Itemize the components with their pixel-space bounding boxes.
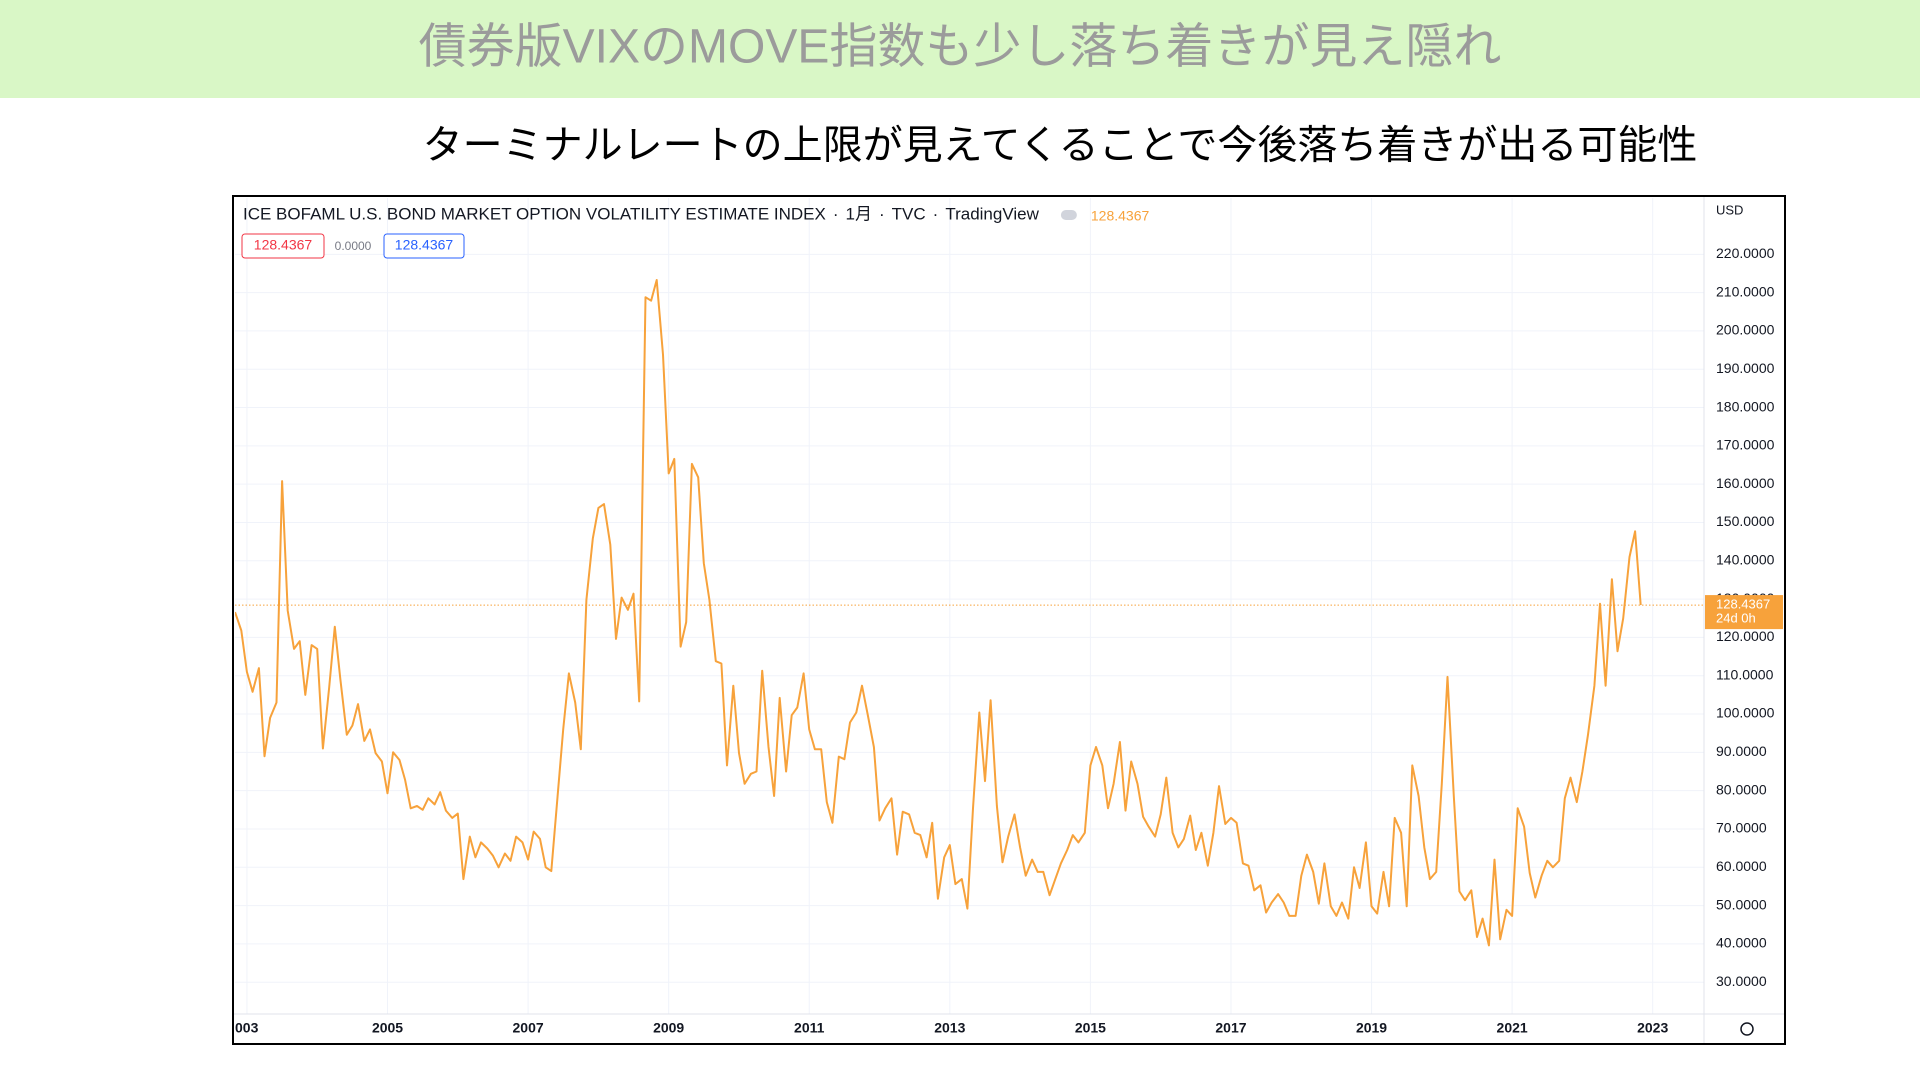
- y-tick-label: 210.0000: [1716, 283, 1775, 299]
- exchange: TVC: [892, 204, 926, 223]
- title-banner: [0, 0, 1920, 98]
- x-tick-label: 2011: [794, 1020, 825, 1036]
- source: TradingView: [945, 204, 1039, 223]
- x-tick-label: 2023: [1637, 1020, 1668, 1036]
- legend-value: 128.4367: [395, 237, 454, 253]
- status-pill: [1060, 210, 1077, 220]
- y-tick-label: 70.0000: [1716, 820, 1767, 836]
- y-tick-label: 80.0000: [1716, 781, 1767, 797]
- y-tick-label: 100.0000: [1716, 705, 1775, 721]
- interval: 1月: [846, 204, 872, 223]
- x-tick-label: 2005: [372, 1020, 403, 1036]
- y-tick-label: 200.0000: [1716, 322, 1775, 338]
- y-tick-label: 160.0000: [1716, 475, 1775, 491]
- legend-box-open: [241, 233, 325, 259]
- y-tick-label: 220.0000: [1716, 245, 1775, 261]
- x-tick-label: 003: [235, 1020, 259, 1036]
- y-tick-label: 120.0000: [1716, 628, 1775, 644]
- y-tick-label: 110.0000: [1716, 666, 1774, 682]
- separator: ·: [933, 204, 939, 223]
- x-tick-label: 2009: [653, 1020, 684, 1036]
- y-tick-label: 30.0000: [1716, 973, 1767, 989]
- y-tick-label: 90.0000: [1716, 743, 1767, 759]
- chart: 30.0000 40.0000 50.0000 60.0000 70.0000 80.00…: [234, 196, 1784, 1043]
- separator: ·: [879, 204, 885, 223]
- y-tick-label: 190.0000: [1716, 360, 1775, 376]
- x-tick-label: 2017: [1215, 1020, 1246, 1036]
- legend-value: 0.0000: [335, 239, 372, 253]
- x-tick-label: 2013: [934, 1020, 965, 1036]
- currency-label: USD: [1716, 202, 1743, 217]
- y-tick-label: 60.0000: [1716, 858, 1767, 874]
- x-tick-label: 2019: [1356, 1020, 1387, 1036]
- slide-subtitle: ターミナルレートの上限が見えてくることで今後落ち着きが出る可能性: [423, 124, 1698, 168]
- legend-value: 128.4367: [254, 237, 313, 253]
- last-value-box: [1705, 595, 1783, 630]
- chart-title: ICE BOFAML U.S. BOND MARKET OPTION VOLAT…: [243, 204, 826, 223]
- y-tick-label: 50.0000: [1716, 896, 1767, 912]
- y-tick-label: 180.0000: [1716, 398, 1775, 414]
- data-line: [235, 279, 1642, 947]
- chart-frame: [232, 195, 1786, 1045]
- y-tick-label: 150.0000: [1716, 513, 1775, 529]
- x-tick-label: 2007: [513, 1020, 544, 1036]
- y-tick-label: 40.0000: [1716, 935, 1767, 951]
- x-tick-label: 2015: [1075, 1020, 1106, 1036]
- slide-title: 債券版VIXのMOVE指数も少し落ち着きが見え隠れ: [419, 21, 1502, 74]
- y-tick-label: 140.0000: [1716, 551, 1775, 567]
- separator: ·: [833, 204, 839, 223]
- settings-icon[interactable]: [1740, 1022, 1754, 1036]
- y-tick-label: 170.0000: [1716, 437, 1775, 453]
- legend-box-close: [383, 233, 465, 259]
- x-tick-label: 2021: [1497, 1020, 1528, 1036]
- countdown-label: 24d 0h: [1716, 611, 1756, 626]
- status-value: 128.4367: [1091, 208, 1150, 224]
- last-value-label: 128.4367: [1716, 597, 1770, 612]
